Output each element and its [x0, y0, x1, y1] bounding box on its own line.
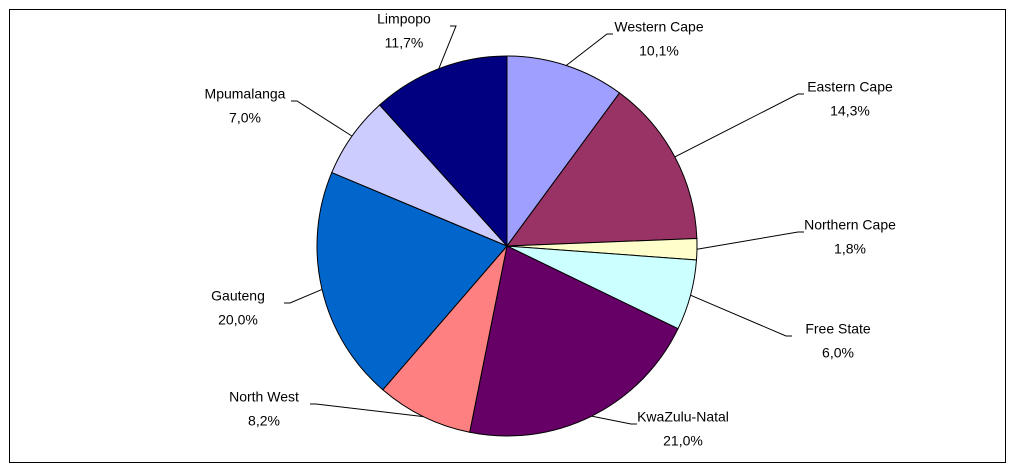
pie-slice	[382, 244, 508, 433]
pie-slice	[316, 171, 508, 391]
slice-label: Free State	[805, 321, 871, 337]
leader-line	[284, 288, 323, 304]
leader-line	[565, 33, 613, 66]
slice-label: Eastern Cape	[807, 79, 893, 95]
leader-line	[674, 93, 804, 158]
slice-value: 11,7%	[385, 35, 424, 51]
slice-value: 21,0%	[663, 433, 703, 449]
slice-label: Western Cape	[614, 19, 703, 35]
pie-slice	[506, 55, 621, 248]
leader-line	[690, 294, 792, 337]
slice-label: North West	[229, 389, 299, 405]
pie-slice	[505, 92, 698, 247]
slice-value: 10,1%	[639, 43, 679, 59]
leader-line	[310, 403, 424, 418]
slice-label: Limpopo	[377, 11, 431, 27]
slice-value: 14,3%	[830, 103, 870, 119]
slice-label: Northern Cape	[804, 217, 896, 233]
leader-line	[696, 231, 804, 250]
slice-value: 1,8%	[834, 241, 866, 257]
slice-value: 8,2%	[248, 413, 280, 429]
slice-label: KwaZulu-Natal	[637, 409, 729, 425]
slice-value: 20,0%	[218, 312, 258, 328]
leader-line	[438, 25, 457, 69]
leader-line	[291, 100, 353, 137]
slice-label: Gauteng	[211, 288, 265, 304]
slice-label: Mpumalanga	[205, 86, 286, 102]
slice-value: 7,0%	[229, 110, 261, 126]
slice-value: 6,0%	[822, 345, 854, 361]
pie-slice	[378, 55, 508, 248]
leader-line	[591, 415, 637, 425]
